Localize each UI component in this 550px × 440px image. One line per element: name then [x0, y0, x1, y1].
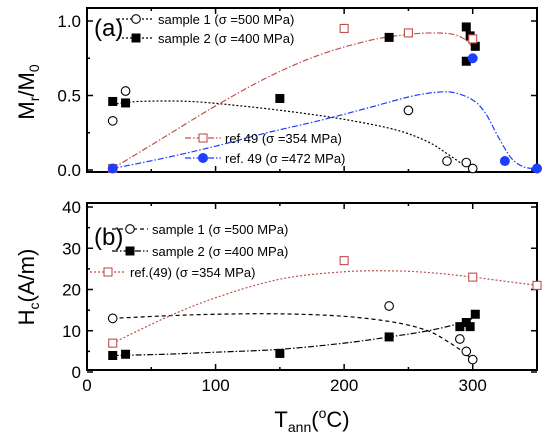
y-tick-label: 20 — [62, 281, 81, 300]
legend-marker — [125, 224, 135, 234]
y-tick-label: 10 — [62, 322, 81, 341]
y-tick-label: 0.5 — [57, 87, 81, 106]
legend-marker — [131, 33, 141, 43]
panel-a: 0.00.51.0 (a) Mr/M0 sample 1 (σ =500 MPa… — [14, 7, 542, 180]
panel-b-x-axis-title: Tann(oC) — [274, 405, 349, 435]
y-tick-label: 30 — [62, 239, 81, 258]
data-point-series-2 — [468, 272, 478, 282]
legend-marker — [198, 153, 208, 163]
data-point-series-3 — [499, 156, 510, 167]
data-point-series-0 — [461, 346, 472, 357]
data-point-series-0 — [442, 156, 452, 166]
fit-curve-series-0 — [112, 100, 474, 171]
data-point-series-0 — [455, 334, 465, 344]
x-tick-label: 300 — [459, 376, 487, 395]
data-point-series-2 — [532, 280, 542, 290]
y-tick-label: 40 — [62, 198, 81, 217]
legend-marker — [131, 14, 141, 24]
data-point-series-1 — [384, 332, 394, 342]
data-point-series-1 — [461, 22, 471, 32]
panel-b-legend: sample 1 (σ =500 MPa) sample 2 (σ =400 MP… — [90, 222, 288, 280]
data-point-series-3 — [107, 163, 118, 174]
fit-curve-series-2 — [112, 270, 538, 344]
data-point-series-2 — [403, 28, 413, 38]
legend-label: ref.(49) (σ =354 MPa) — [130, 265, 255, 280]
fit-curve-series-0 — [112, 313, 474, 361]
panel-a-ticks: 0.0 0.5 1.0 — [57, 8, 538, 180]
data-point-series-3 — [467, 53, 478, 64]
fit-curve-series-1 — [112, 315, 476, 357]
x-tick-label: 0 — [82, 376, 91, 395]
y-tick-label: 0.0 — [57, 161, 81, 180]
data-point-series-1 — [121, 349, 131, 359]
x-tick-label: 200 — [330, 376, 358, 395]
data-point-series-1 — [108, 351, 118, 360]
panel-b: 0 100 200 300 0 10 20 30 40 (b) Hc(A/m) Tann(oC)… — [14, 198, 542, 435]
data-point-series-3 — [532, 163, 542, 174]
data-point-series-2 — [108, 338, 118, 348]
panel-b-data-marks — [107, 256, 542, 365]
data-point-series-1 — [275, 348, 285, 358]
data-point-series-0 — [467, 163, 478, 174]
panel-b-ticks: 0 100 200 300 0 10 20 30 40 — [62, 198, 538, 395]
data-point-series-2 — [468, 34, 478, 44]
panel-b-y-axis-title: Hc(A/m) — [14, 249, 42, 326]
panel-b-label: (b) — [94, 224, 123, 251]
y-tick-label: 1.0 — [57, 12, 81, 31]
data-point-series-0 — [384, 301, 394, 311]
legend-label: ref. 49 (σ =472 MPa) — [225, 151, 345, 166]
panel-a-frame — [86, 7, 538, 173]
data-point-series-0 — [461, 157, 472, 168]
data-point-series-1 — [275, 93, 285, 103]
x-tick-label: 100 — [201, 376, 229, 395]
data-point-series-2 — [339, 256, 349, 266]
fit-curve-series-2 — [112, 32, 476, 170]
data-point-series-0 — [107, 313, 118, 324]
data-point-series-0 — [467, 354, 478, 365]
data-point-series-1 — [384, 32, 394, 42]
panel-a-fit-curves — [112, 32, 538, 171]
legend-label: sample 2 (σ =400 MPa) — [158, 31, 294, 46]
panel-a-y-axis-title: Mr/M0 — [14, 64, 42, 119]
data-point-series-1 — [470, 309, 480, 319]
legend-label: ref 49 (σ =354 MPa) — [225, 131, 342, 146]
legend-marker — [198, 133, 208, 143]
data-point-series-0 — [403, 105, 414, 116]
data-point-series-1 — [121, 98, 131, 108]
legend-marker — [125, 246, 135, 256]
fit-curve-series-3 — [112, 91, 538, 170]
data-point-series-0 — [120, 86, 131, 96]
data-point-series-1 — [108, 96, 118, 106]
legend-label: sample 1 (σ =500 MPa) — [152, 222, 288, 237]
panel-a-legend: sample 1 (σ =500 MPa) sample 2 (σ =400 MP… — [118, 12, 345, 166]
legend-label: sample 1 (σ =500 MPa) — [158, 12, 294, 27]
y-tick-label: 0 — [72, 363, 81, 382]
data-point-series-1 — [465, 322, 475, 332]
panel-a-data-marks — [107, 22, 542, 174]
legend-marker — [103, 267, 113, 277]
data-point-series-2 — [339, 23, 349, 34]
data-point-series-0 — [107, 115, 118, 126]
legend-label: sample 2 (σ =400 MPa) — [152, 244, 288, 259]
data-point-series-1 — [470, 41, 480, 51]
